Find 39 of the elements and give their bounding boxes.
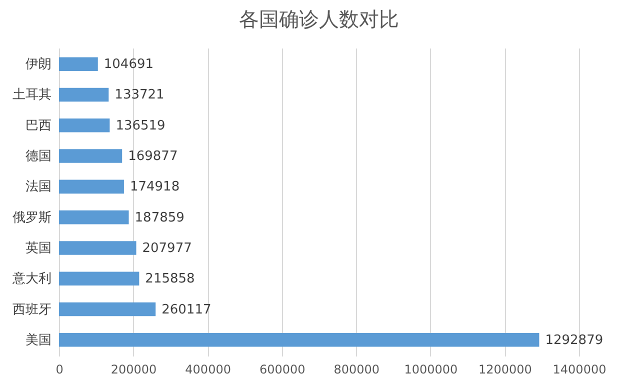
data-label: 207977 — [142, 240, 192, 256]
data-label: 187859 — [134, 210, 184, 226]
bar — [59, 272, 140, 286]
bar — [59, 118, 110, 132]
x-tick-label: 200000 — [110, 362, 157, 376]
bar — [59, 333, 540, 347]
bar — [59, 241, 136, 255]
x-tick-label: 1400000 — [552, 362, 606, 376]
bar — [59, 180, 124, 194]
bar — [59, 57, 98, 71]
bar — [59, 210, 129, 224]
x-tick-label: 800000 — [334, 362, 380, 376]
y-tick-label: 伊朗 — [26, 56, 52, 72]
y-tick-label: 法国 — [26, 180, 52, 195]
y-tick-label: 巴西 — [26, 118, 52, 134]
bar — [59, 149, 122, 163]
data-label: 136519 — [116, 118, 166, 134]
bar — [59, 88, 109, 102]
data-label: 215858 — [145, 272, 195, 287]
y-tick-label: 英国 — [26, 240, 52, 256]
y-tick-label: 意大利 — [12, 272, 52, 287]
data-label: 133721 — [114, 88, 164, 103]
y-tick-label: 土耳其 — [12, 88, 52, 103]
x-tick-label: 0 — [56, 362, 64, 376]
data-label: 169877 — [128, 149, 178, 164]
x-tick-label: 400000 — [185, 362, 231, 376]
chart-title: 各国确诊人数对比 — [239, 7, 399, 31]
x-tick-label: 1000000 — [404, 362, 458, 376]
y-tick-label: 西班牙 — [12, 302, 52, 318]
x-tick-label: 600000 — [259, 362, 306, 376]
x-tick-label: 1200000 — [478, 362, 532, 376]
y-tick-label: 德国 — [26, 149, 52, 164]
data-label: 174918 — [130, 180, 180, 195]
data-label: 260117 — [162, 302, 212, 318]
data-label: 1292879 — [545, 332, 604, 348]
y-tick-label: 美国 — [26, 332, 52, 348]
y-tick-label: 俄罗斯 — [12, 210, 52, 226]
data-label: 104691 — [104, 57, 154, 72]
bar — [59, 302, 156, 316]
